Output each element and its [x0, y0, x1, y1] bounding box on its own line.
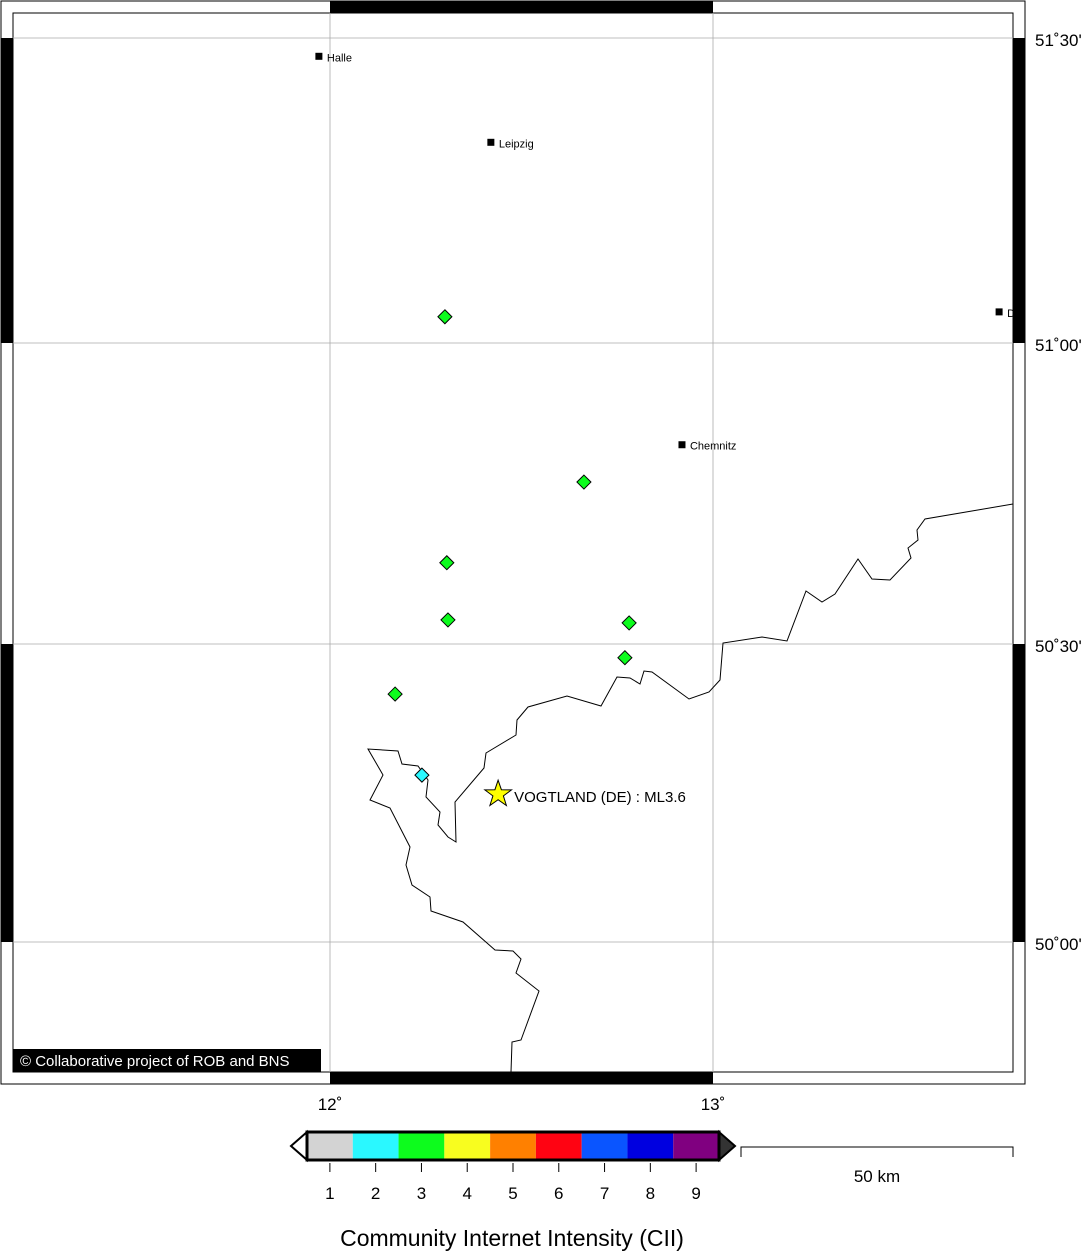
epicenter-label: VOGTLAND (DE) : ML3.6 [514, 789, 686, 806]
lat-label: 51˚00' [1035, 336, 1082, 355]
colorbar-tick-label: 6 [554, 1184, 563, 1203]
colorbar-swatch [307, 1132, 353, 1160]
colorbar-swatch [627, 1132, 674, 1160]
colorbar-outline [305, 1130, 721, 1162]
intensity-report-marker [414, 767, 430, 783]
axis-labels: 12˚ 13˚ 51˚30' 51˚00' 50˚30' 50˚00' [318, 31, 1082, 1114]
city-label: Dresden [1007, 308, 1049, 320]
colorbar-tick-label: 3 [417, 1184, 426, 1203]
country-border [367, 503, 1013, 1072]
intensity-report-marker [437, 309, 453, 325]
city-label: Chemnitz [690, 441, 736, 453]
intensity-report-marker [440, 612, 456, 628]
colorbar-tick-label: 5 [508, 1184, 517, 1203]
colorbar-tick-label: 8 [646, 1184, 655, 1203]
colorbar-swatch [673, 1132, 719, 1160]
colorbar-swatch [398, 1132, 445, 1160]
colorbar-swatch [352, 1132, 399, 1160]
colorbar-tick-label: 7 [600, 1184, 609, 1203]
intensity-report-marker [387, 686, 403, 702]
colorbar-left-triangle [289, 1129, 308, 1163]
graticule [13, 13, 1013, 1072]
epicenter-star-icon [483, 778, 513, 807]
scale-bar: 50 km [740, 1146, 1014, 1186]
colorbar-tick-label: 4 [462, 1184, 471, 1203]
lat-label: 50˚00' [1035, 935, 1082, 954]
copyright-box: © Collaborative project of ROB and BNS [13, 1049, 321, 1072]
scale-bar-label: 50 km [854, 1167, 900, 1186]
reports-layer [387, 309, 637, 783]
lon-label: 13˚ [701, 1095, 726, 1114]
intensity-report-marker [439, 555, 455, 571]
intensity-report-marker [621, 615, 637, 631]
legend-title: Community Internet Intensity (CII) [340, 1225, 684, 1251]
lat-label: 50˚30' [1035, 637, 1082, 656]
colorbar-tick-label: 1 [325, 1184, 334, 1203]
colorbar-swatch [535, 1132, 582, 1160]
city-marker [995, 308, 1003, 316]
colorbar-tick-label: 9 [691, 1184, 700, 1203]
colorbar-right-triangle [718, 1129, 737, 1163]
city-marker [487, 138, 495, 146]
city-label: Leipzig [499, 138, 534, 150]
intensity-report-marker [576, 474, 592, 490]
intensity-colorbar: 1 2 3 4 5 6 7 8 9 [289, 1129, 737, 1203]
lon-label: 12˚ [318, 1095, 343, 1114]
city-label: Halle [327, 52, 352, 64]
colorbar-tick-label: 2 [371, 1184, 380, 1203]
copyright-text: © Collaborative project of ROB and BNS [20, 1053, 290, 1070]
colorbar-swatch [581, 1132, 628, 1160]
colorbar-swatch [444, 1132, 491, 1160]
epicenter-layer: VOGTLAND (DE) : ML3.6 [483, 778, 686, 807]
city-marker [315, 52, 323, 60]
intensity-report-marker [617, 650, 633, 666]
city-marker [678, 441, 686, 449]
map-frame [0, 0, 1026, 1085]
lat-label: 51˚30' [1035, 31, 1082, 50]
cities-layer: Halle Leipzig Chemnitz Dresden [315, 52, 1049, 453]
colorbar-swatch [490, 1132, 536, 1160]
